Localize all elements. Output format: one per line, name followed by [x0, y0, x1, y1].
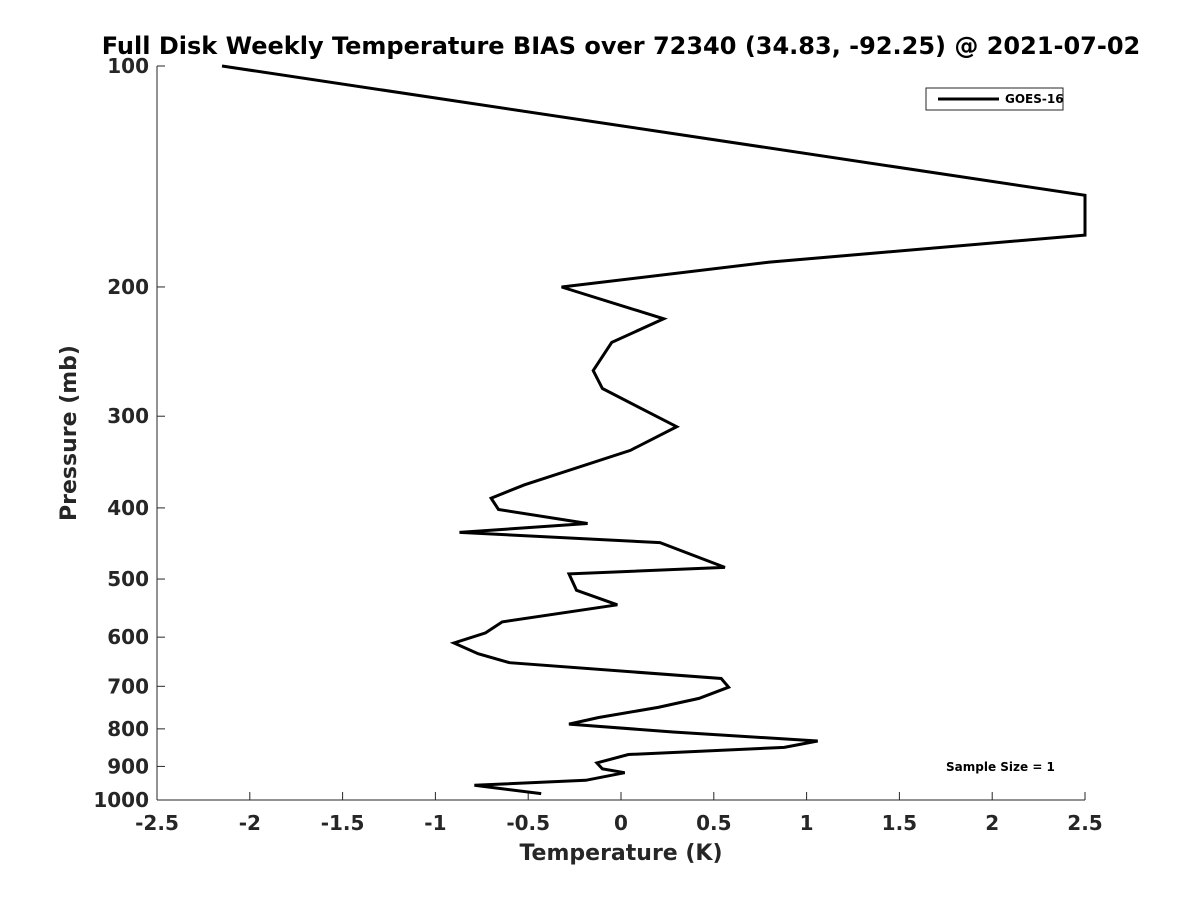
- series-line-goes16: [221, 64, 1087, 796]
- chart-title: Full Disk Weekly Temperature BIAS over 7…: [102, 32, 1141, 60]
- x-tick-label: 1.5: [882, 811, 917, 835]
- y-tick-label: 1000: [93, 788, 149, 812]
- x-tick-label: 0: [614, 811, 628, 835]
- x-axis-ticks: -2.5 -2 -1.5 -1 -0.5 0 0.5 1 1.5 2 2.5: [135, 792, 1103, 835]
- y-tick-label: 900: [107, 754, 149, 778]
- legend: GOES-16: [925, 87, 1064, 111]
- x-tick-label: -1.5: [321, 811, 365, 835]
- y-tick-label: 700: [107, 674, 149, 698]
- x-tick-label: -1: [424, 811, 446, 835]
- x-axis-label: Temperature (K): [519, 841, 722, 866]
- x-tick-label: -0.5: [506, 811, 550, 835]
- series-layer: [221, 64, 1087, 796]
- y-tick-label: 100: [107, 54, 149, 78]
- legend-label-goes16: GOES-16: [1005, 92, 1064, 106]
- y-tick-label: 300: [107, 404, 149, 428]
- y-tick-label: 500: [107, 567, 149, 591]
- y-axis-label: Pressure (mb): [57, 345, 82, 521]
- x-tick-label: 1: [800, 811, 814, 835]
- plot-area: [157, 66, 1085, 800]
- x-tick-label: 0.5: [696, 811, 731, 835]
- y-tick-label: 600: [107, 625, 149, 649]
- x-tick-label: -2.5: [135, 811, 179, 835]
- y-tick-label: 800: [107, 717, 149, 741]
- y-tick-label: 400: [107, 496, 149, 520]
- y-axis-ticks: 100 200 300 400 500 600 700 800 900 1000: [93, 54, 165, 812]
- x-tick-label: 2.5: [1067, 811, 1102, 835]
- sample-size-annotation: Sample Size = 1: [946, 760, 1055, 774]
- x-tick-label: 2: [985, 811, 999, 835]
- x-tick-label: -2: [239, 811, 261, 835]
- y-tick-label: 200: [107, 275, 149, 299]
